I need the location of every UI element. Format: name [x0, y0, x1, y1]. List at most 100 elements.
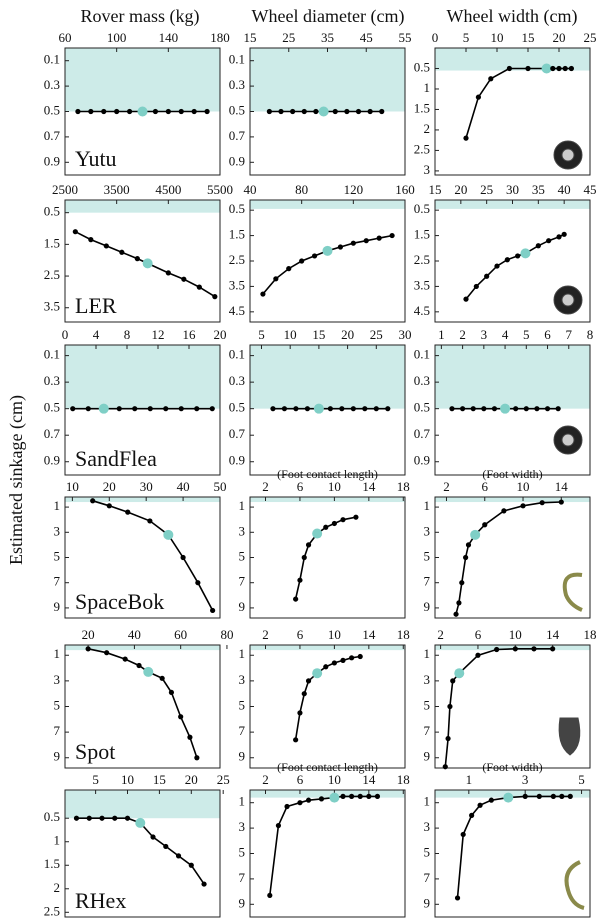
data-line	[87, 648, 198, 759]
y-tick-label: 0.9	[229, 153, 245, 168]
y-tick-label: 7	[424, 723, 431, 738]
data-point	[357, 793, 363, 799]
y-tick-label: 3	[424, 819, 431, 834]
y-tick-label: 1	[239, 498, 246, 513]
x-tick-label: 14	[362, 627, 376, 642]
data-point	[491, 406, 498, 412]
highlight-point	[329, 792, 340, 803]
data-point	[152, 108, 159, 115]
data-point	[195, 580, 201, 586]
x-tick-label: 140	[159, 30, 179, 45]
data-line	[465, 67, 572, 139]
x-tick-label: 25	[480, 182, 493, 197]
y-tick-label: 9	[239, 749, 246, 764]
data-point	[286, 266, 292, 272]
column-title: Wheel width (cm)	[447, 6, 578, 27]
data-point	[379, 108, 385, 115]
shaded-region	[250, 790, 405, 798]
data-point	[75, 108, 81, 115]
y-tick-label: 9	[424, 599, 431, 614]
y-tick-label: 7	[424, 870, 431, 885]
y-tick-label: 0.5	[44, 102, 60, 117]
y-tick-label: 1	[424, 80, 431, 95]
data-point	[504, 257, 510, 263]
data-point	[290, 108, 296, 115]
data-point	[350, 240, 356, 246]
data-point	[301, 554, 307, 561]
shaded-region	[250, 48, 405, 112]
x-tick-label: 25	[217, 772, 230, 787]
y-tick-label: 1.5	[44, 235, 60, 250]
highlight-point	[312, 668, 323, 679]
data-point	[86, 815, 92, 821]
robot-name: Spot	[75, 739, 115, 764]
data-point	[299, 258, 305, 264]
y-tick-label: 2.5	[44, 903, 60, 918]
panel-subtitle: (Foot contact length)	[277, 760, 378, 774]
plot-frame	[64, 344, 221, 476]
x-tick-label: 20	[454, 182, 467, 197]
x-tick-label: 6	[297, 772, 304, 787]
data-point	[331, 520, 337, 527]
shaded-region	[435, 200, 590, 209]
y-tick-label: 0.5	[44, 400, 60, 415]
data-point	[125, 509, 131, 515]
data-line	[262, 234, 393, 295]
y-tick-label: 1	[54, 833, 61, 848]
y-tick-label: 0.3	[44, 77, 60, 92]
data-point	[525, 65, 531, 72]
data-point	[278, 108, 284, 115]
shaded-region	[250, 497, 405, 503]
data-point	[515, 253, 521, 259]
y-tick-label: 2	[424, 121, 431, 136]
data-point	[558, 499, 564, 505]
data-point	[293, 737, 299, 743]
highlight-point	[313, 403, 324, 414]
x-tick-label: 2	[459, 327, 466, 342]
x-tick-label: 45	[360, 30, 373, 45]
highlight-point	[322, 245, 333, 256]
data-point	[567, 793, 573, 799]
x-tick-label: 1	[438, 327, 445, 342]
x-tick-label: 30	[506, 182, 519, 197]
data-point	[475, 94, 481, 100]
x-tick-label: 100	[107, 30, 127, 45]
data-point	[494, 646, 500, 653]
y-tick-label: 5	[424, 548, 431, 563]
shaded-region	[65, 345, 220, 409]
y-axis-label: Estimated sinkage (cm)	[6, 395, 27, 565]
panel-subtitle: (Foot width)	[482, 467, 542, 481]
wheel-icon	[561, 433, 575, 447]
x-tick-label: 10	[517, 479, 530, 494]
highlight-point	[142, 258, 153, 269]
data-point	[512, 646, 518, 652]
data-point	[546, 238, 552, 244]
data-point	[568, 65, 575, 72]
robot-name: RHex	[75, 888, 126, 913]
y-tick-label: 3	[239, 819, 246, 834]
data-point	[340, 657, 346, 663]
data-point	[194, 406, 200, 412]
x-tick-label: 2500	[52, 182, 78, 197]
y-tick-label: 0.5	[229, 400, 245, 415]
x-tick-label: 6	[482, 479, 489, 494]
x-tick-label: 0	[62, 327, 69, 342]
foot-icon	[558, 717, 581, 756]
y-tick-label: 0.7	[44, 426, 61, 441]
leg-icon	[562, 572, 583, 612]
data-point	[147, 518, 153, 524]
x-tick-label: 16	[183, 327, 197, 342]
data-point	[561, 231, 567, 237]
data-line	[74, 230, 216, 298]
data-point	[305, 678, 312, 684]
y-tick-label: 0.9	[44, 153, 60, 168]
x-tick-label: 50	[214, 479, 227, 494]
x-tick-label: 0	[432, 30, 439, 45]
y-tick-label: 9	[424, 749, 431, 764]
wheel-icon	[561, 148, 575, 162]
shaded-region	[250, 200, 405, 209]
y-tick-label: 0.5	[44, 809, 60, 824]
x-tick-label: 160	[395, 182, 415, 197]
data-point	[349, 655, 355, 661]
x-tick-label: 2	[262, 479, 269, 494]
